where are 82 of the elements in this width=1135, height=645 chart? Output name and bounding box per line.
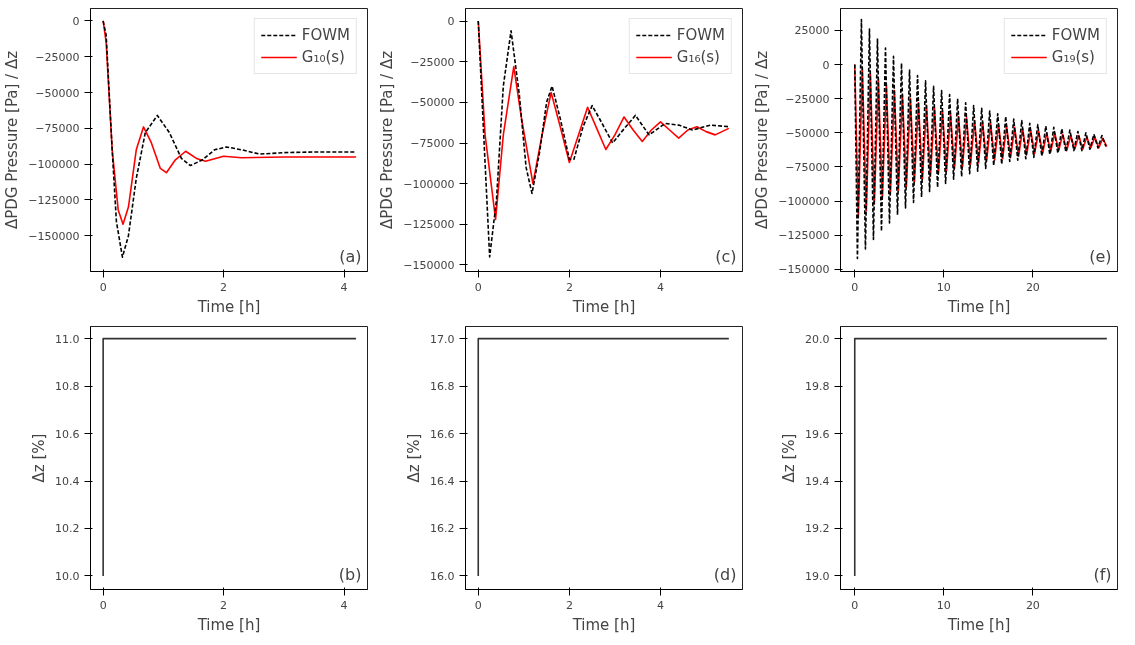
y-tick-label: −50000 xyxy=(785,126,830,140)
legend-label: FOWM xyxy=(1051,26,1100,44)
y-tick-label: 19.0 xyxy=(805,569,830,583)
x-axis-title: Time [h] xyxy=(196,615,261,634)
y-tick-label: −50000 xyxy=(410,96,455,110)
x-tick-label: 0 xyxy=(851,598,859,612)
x-tick-label: 0 xyxy=(99,598,107,612)
y-tick-label: 19.2 xyxy=(805,522,830,536)
x-tick-label: 4 xyxy=(656,598,664,612)
y-tick-label: 16.8 xyxy=(430,380,455,394)
y-tick-label: 16.2 xyxy=(430,522,455,536)
y-tick-label: 17.0 xyxy=(430,332,455,346)
y-tick-label: −25000 xyxy=(35,50,80,64)
x-tick-label: 0 xyxy=(851,280,859,294)
x-tick-label: 20 xyxy=(1025,598,1040,612)
y-tick-label: −100000 xyxy=(778,195,830,209)
annotation: (a) xyxy=(339,246,362,266)
y-tick-label: −125000 xyxy=(778,229,830,243)
y-tick-label: 16.6 xyxy=(430,427,455,441)
y-tick-label: −125000 xyxy=(403,218,455,232)
x-tick-label: 4 xyxy=(340,598,348,612)
y-tick-label: −100000 xyxy=(28,158,80,172)
legend-label: FOWM xyxy=(676,26,725,44)
annotation: (f) xyxy=(1093,564,1112,584)
y-axis-title: Δz [%] xyxy=(780,433,799,483)
x-tick-label: 2 xyxy=(220,280,228,294)
x-tick-label: 2 xyxy=(220,598,228,612)
x-tick-label: 2 xyxy=(565,280,573,294)
legend-label: FOWM xyxy=(301,26,350,44)
annotation: (b) xyxy=(338,564,362,584)
y-axis-title: ΔPDG Pressure [Pa] / Δz xyxy=(753,50,772,230)
y-axis-title: Δz [%] xyxy=(405,433,424,483)
x-axis-title: Time [h] xyxy=(571,615,636,634)
x-tick-label: 2 xyxy=(565,598,573,612)
y-tick-label: 0 xyxy=(447,15,455,29)
y-axis-title: Δz [%] xyxy=(30,433,49,483)
y-tick-label: −75000 xyxy=(35,122,80,136)
x-tick-label: 0 xyxy=(99,280,107,294)
y-tick-label: 0 xyxy=(822,58,830,72)
y-tick-label: −100000 xyxy=(403,177,455,191)
y-tick-label: 20.0 xyxy=(805,332,830,346)
y-tick-label: −25000 xyxy=(785,92,830,106)
annotation: (e) xyxy=(1089,246,1112,266)
y-tick-label: −150000 xyxy=(403,258,455,272)
y-tick-label: 10.4 xyxy=(55,475,80,489)
y-tick-label: 19.6 xyxy=(805,427,830,441)
y-axis-title: ΔPDG Pressure [Pa] / Δz xyxy=(3,50,22,230)
legend-label: G₁₆(s) xyxy=(676,48,720,66)
x-tick-label: 10 xyxy=(936,598,951,612)
y-tick-label: −150000 xyxy=(778,263,830,277)
y-tick-label: 10.8 xyxy=(55,380,80,394)
annotation: (d) xyxy=(713,564,737,584)
y-tick-label: −75000 xyxy=(785,160,830,174)
x-axis-title: Time [h] xyxy=(946,297,1011,316)
y-tick-label: −25000 xyxy=(410,55,455,69)
y-tick-label: 11.0 xyxy=(55,332,80,346)
y-tick-label: 19.8 xyxy=(805,380,830,394)
x-tick-label: 10 xyxy=(936,280,951,294)
x-tick-label: 0 xyxy=(474,598,482,612)
annotation: (c) xyxy=(715,246,737,266)
y-axis-title: ΔPDG Pressure [Pa] / Δz xyxy=(378,50,397,230)
x-axis-title: Time [h] xyxy=(571,297,636,316)
y-tick-label: 25000 xyxy=(794,24,830,38)
x-tick-label: 20 xyxy=(1025,280,1040,294)
x-tick-label: 0 xyxy=(474,280,482,294)
x-tick-label: 4 xyxy=(656,280,664,294)
y-tick-label: −50000 xyxy=(35,86,80,100)
y-tick-label: 0 xyxy=(72,14,80,28)
y-tick-label: 16.4 xyxy=(430,475,455,489)
y-tick-label: 10.0 xyxy=(55,569,80,583)
y-tick-label: 19.4 xyxy=(805,475,830,489)
x-tick-label: 4 xyxy=(340,280,348,294)
y-tick-label: −75000 xyxy=(410,137,455,151)
y-tick-label: −125000 xyxy=(28,193,80,207)
x-axis-title: Time [h] xyxy=(946,615,1011,634)
x-axis-title: Time [h] xyxy=(196,297,261,316)
y-tick-label: 10.2 xyxy=(55,522,80,536)
y-tick-label: −150000 xyxy=(28,229,80,243)
legend-label: G₁₀(s) xyxy=(301,48,345,66)
y-tick-label: 10.6 xyxy=(55,427,80,441)
y-tick-label: 16.0 xyxy=(430,569,455,583)
legend-label: G₁₉(s) xyxy=(1051,48,1095,66)
